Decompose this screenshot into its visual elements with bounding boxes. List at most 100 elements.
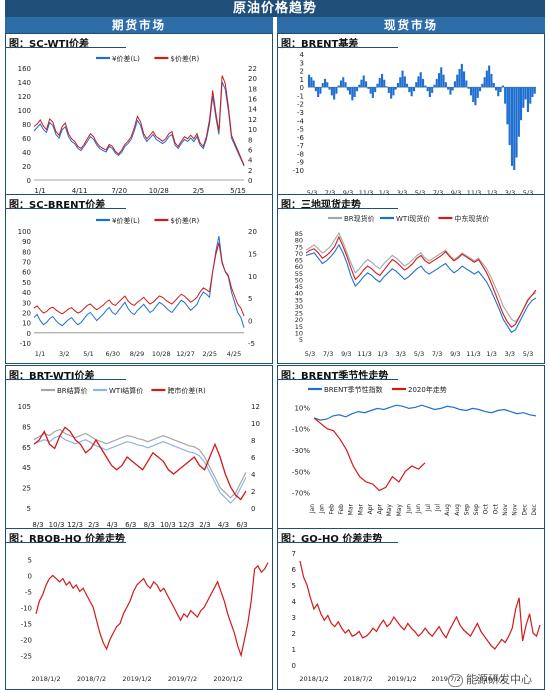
- x-tick-label: 8/29: [130, 350, 145, 358]
- bar: [490, 73, 493, 88]
- y-left-tick-label: 80: [22, 248, 31, 256]
- bar: [460, 63, 463, 88]
- x-tick-label: 5/1: [83, 350, 93, 358]
- y-tick-label: -5: [297, 126, 304, 134]
- chart-panel-spot-three: 图：三地现货走势 BR现货价 WTI现货价 中东现货价 5 10 15 20 25 30 35 40…: [277, 194, 545, 364]
- x-tick-label: Mar: [348, 503, 355, 515]
- bar: [483, 77, 486, 88]
- x-tick-label: May: [396, 504, 403, 517]
- x-tick-label: 9/3: [343, 189, 353, 197]
- y-right-tick-label: 6: [251, 454, 256, 462]
- chart-title: 图：三地现货走势: [281, 200, 361, 211]
- chart-panel-go-ho: 图：GO-HO 价差走势 7 6 5 4 3 2 1 0 2018/1/2 2018/7/2 201…: [277, 528, 545, 690]
- bar: [365, 81, 368, 88]
- bar: [317, 87, 320, 97]
- chart-brt-wti: BR结算价 WTI结算价 跨市价差(R) 5 25 45 65 85 105 0 2 4 6 8 10 12 8…: [18, 386, 260, 529]
- bar: [349, 87, 352, 95]
- bar: [481, 83, 484, 88]
- y-tick-label: -1: [297, 92, 304, 100]
- bar: [426, 87, 429, 92]
- bar: [328, 87, 331, 90]
- bar: [504, 87, 507, 104]
- x-tick-label: 7/3: [325, 189, 335, 197]
- section-futures: 期货市场: [5, 17, 273, 33]
- bar: [424, 85, 427, 88]
- bar: [403, 76, 406, 88]
- bar: [451, 87, 454, 91]
- bar: [367, 87, 370, 89]
- bar: [515, 87, 518, 158]
- y-tick-label: -6: [297, 134, 305, 142]
- chart-title: 图：RBOB-HO 价差走势: [9, 534, 125, 545]
- section-spot: 现货市场: [277, 17, 545, 33]
- chart-title: 图：BRENT季节性走势: [281, 371, 389, 382]
- chart-title: 图：BRENT基差: [281, 39, 359, 50]
- chart-spot-three: BR现货价 WTI现货价 中东现货价 510152025303540455055606…: [295, 214, 537, 358]
- bar: [417, 76, 420, 88]
- legend-label: ¥价差(L): [112, 54, 140, 63]
- bar: [474, 87, 477, 106]
- y-left-tick-label: 160: [18, 65, 31, 73]
- series-line-BR结算价: [33, 428, 247, 499]
- bar: [324, 78, 327, 88]
- y-right-tick-label: 4: [248, 157, 253, 165]
- bar: [495, 87, 498, 91]
- x-tick-label: 12/3: [178, 521, 194, 529]
- y-tick-label: -15: [21, 620, 32, 628]
- y-right-tick-label: 8: [251, 437, 255, 445]
- y-tick-label: -9: [297, 159, 304, 167]
- x-tick-label: Dec: [521, 504, 528, 516]
- y-tick-label: 50: [295, 276, 303, 284]
- x-tick-label: 8/3: [144, 521, 155, 529]
- y-tick-label: -10%: [292, 426, 310, 434]
- y-tick-label: 7: [292, 550, 296, 558]
- chart-title: 图：GO-HO 价差走势: [281, 534, 383, 545]
- bar: [524, 87, 527, 100]
- x-tick-label: 7/3: [432, 350, 442, 358]
- y-tick-label: -2: [297, 101, 304, 109]
- bar: [392, 87, 395, 96]
- bar: [335, 87, 338, 94]
- bar: [362, 75, 365, 88]
- bar: [344, 82, 347, 88]
- chart-title: 图：SC-WTI价差: [9, 39, 90, 50]
- y-left-tick-label: -10: [20, 340, 31, 348]
- x-tick-label: Jan: [309, 504, 316, 514]
- x-tick-label: 5/3: [305, 350, 315, 358]
- bar: [531, 87, 534, 97]
- x-tick-label: 11/3: [357, 350, 372, 358]
- y-tick-label: 4: [292, 598, 297, 606]
- legend-label: WTI现货价: [396, 214, 430, 223]
- y-right-tick-label: 10: [251, 420, 260, 428]
- bar: [479, 87, 482, 92]
- bar: [387, 87, 390, 93]
- x-tick-label: Nov: [502, 504, 509, 516]
- y-right-tick-label: 6: [248, 146, 253, 154]
- x-tick-label: 3/3: [396, 350, 406, 358]
- x-tick-label: 5/3: [523, 189, 533, 197]
- legend-label: BR结算价: [57, 386, 88, 395]
- x-tick-label: Jun: [406, 504, 413, 515]
- legend-label: $价差(R): [170, 54, 199, 63]
- y-right-tick-label: 4: [251, 471, 256, 479]
- y-right-tick-label: 14: [248, 106, 257, 114]
- x-tick-label: 2018/1/2: [31, 675, 60, 683]
- bar: [497, 87, 500, 97]
- x-tick-label: 7/20: [111, 187, 127, 195]
- bar: [508, 87, 511, 146]
- x-tick-label: 2018/1/2: [299, 675, 328, 683]
- bar: [378, 78, 381, 88]
- series-line-$价差(R): [33, 75, 245, 166]
- y-right-tick-label: 20: [248, 75, 257, 83]
- x-tick-label: Apr: [367, 503, 374, 514]
- y-left-tick-label: 85: [22, 423, 31, 431]
- x-tick-label: 4/3: [107, 521, 118, 529]
- bar: [431, 87, 434, 93]
- bar: [339, 80, 342, 88]
- x-tick-label: 8/3: [32, 521, 43, 529]
- y-tick-label: -10: [21, 604, 32, 612]
- y-tick-label: 5: [299, 336, 303, 344]
- y-right-tick-label: 0: [251, 505, 255, 513]
- bar: [360, 79, 363, 88]
- x-tick-label: 3/3: [505, 189, 515, 197]
